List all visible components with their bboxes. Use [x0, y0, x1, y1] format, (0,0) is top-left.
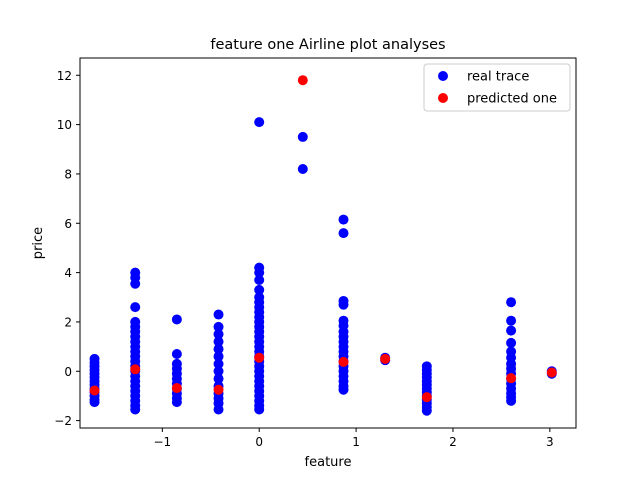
legend-label-real-trace: real trace	[467, 70, 529, 85]
point-real-trace	[338, 228, 349, 239]
point-real-trace	[213, 329, 224, 340]
point-real-trace	[338, 384, 349, 395]
point-real-trace	[254, 117, 265, 128]
point-real-trace	[421, 405, 432, 416]
point-real-trace	[213, 336, 224, 347]
point-real-trace	[130, 302, 141, 313]
point-real-trace	[89, 397, 100, 408]
point-real-trace	[171, 397, 182, 408]
point-real-trace	[254, 404, 265, 415]
y-tick-label: 4	[64, 266, 72, 280]
point-real-trace	[506, 337, 517, 348]
point-real-trace	[130, 404, 141, 415]
y-tick-label: 6	[64, 217, 72, 231]
plot-frame	[79, 57, 577, 429]
y-tick-label: 0	[64, 365, 72, 379]
chart-title: feature one Airline plot analyses	[210, 37, 445, 53]
point-predicted-one	[130, 364, 141, 375]
x-tick-label: 2	[449, 435, 457, 449]
point-real-trace	[213, 321, 224, 332]
y-tick-label: 8	[64, 167, 72, 181]
point-predicted-one	[546, 367, 557, 378]
point-real-trace	[171, 314, 182, 325]
point-predicted-one	[213, 384, 224, 395]
y-tick-label: 12	[57, 69, 72, 83]
point-real-trace	[506, 325, 517, 336]
point-real-trace	[338, 299, 349, 310]
point-real-trace	[213, 404, 224, 415]
point-predicted-one	[297, 75, 308, 86]
point-real-trace	[213, 366, 224, 377]
y-tick-label: −2	[54, 414, 72, 428]
point-predicted-one	[380, 353, 391, 364]
point-predicted-one	[171, 383, 182, 394]
x-tick-label: −1	[153, 435, 171, 449]
point-real-trace	[171, 349, 182, 359]
point-predicted-one	[89, 385, 100, 396]
point-real-trace	[506, 315, 517, 326]
point-real-trace	[213, 344, 224, 355]
x-tick-label: 1	[352, 435, 360, 449]
point-real-trace	[254, 284, 265, 295]
point-predicted-one	[421, 392, 432, 403]
legend-box	[423, 63, 571, 112]
point-real-trace	[213, 373, 224, 384]
x-tick-label: 0	[255, 435, 263, 449]
series-predicted-one	[89, 75, 557, 403]
point-real-trace	[213, 358, 224, 369]
x-tick-label: 3	[546, 435, 554, 449]
point-real-trace	[506, 297, 517, 308]
point-real-trace	[297, 164, 308, 174]
legend: real trace predicted one	[423, 63, 571, 112]
y-axis-label: price	[31, 227, 46, 259]
point-real-trace	[130, 278, 141, 289]
point-predicted-one	[254, 352, 265, 363]
point-predicted-one	[338, 356, 349, 367]
legend-label-predicted-one: predicted one	[467, 92, 557, 107]
x-axis-label: feature	[305, 455, 352, 470]
point-real-trace	[254, 267, 265, 278]
point-real-trace	[338, 214, 349, 225]
point-real-trace	[213, 351, 224, 362]
point-real-trace	[254, 275, 265, 285]
points-layer	[89, 75, 557, 416]
y-tick-label: 2	[64, 315, 72, 329]
point-real-trace	[213, 309, 224, 320]
point-real-trace	[297, 131, 308, 142]
legend-marker-real-trace	[438, 71, 448, 81]
point-real-trace	[506, 395, 517, 406]
legend-marker-predicted-one	[438, 93, 448, 103]
point-predicted-one	[506, 373, 517, 384]
y-tick-label: 10	[57, 118, 72, 132]
